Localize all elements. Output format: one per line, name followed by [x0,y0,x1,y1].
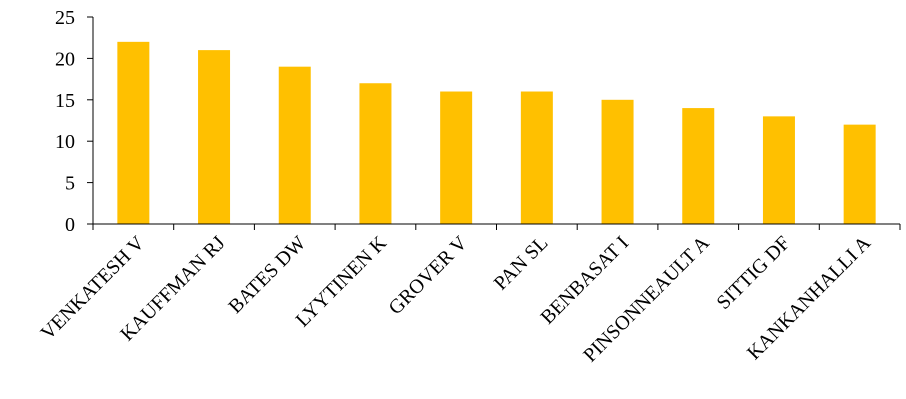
x-category-label: BATES DW [224,232,310,318]
y-tick-label: 0 [65,214,75,236]
y-tick-label: 25 [55,7,75,29]
x-category-label: PAN SL [490,232,553,295]
bars [117,41,876,225]
bar [117,41,150,225]
bar [359,83,392,225]
bar [198,50,231,225]
x-category-label: SITTIG DF [713,232,795,314]
bar [520,91,553,225]
y-tick-label: 5 [65,173,75,195]
bar [682,108,715,224]
y-axis-ticks: 0 5 10 15 20 25 [55,7,93,236]
y-tick-label: 10 [55,131,75,153]
bar [601,99,634,224]
x-category-label: GROVER V [384,232,472,320]
bar [278,66,311,225]
y-tick-label: 15 [55,90,75,112]
bar [440,91,473,225]
y-tick-label: 20 [55,48,75,70]
bar [762,116,795,224]
bar [843,124,876,224]
